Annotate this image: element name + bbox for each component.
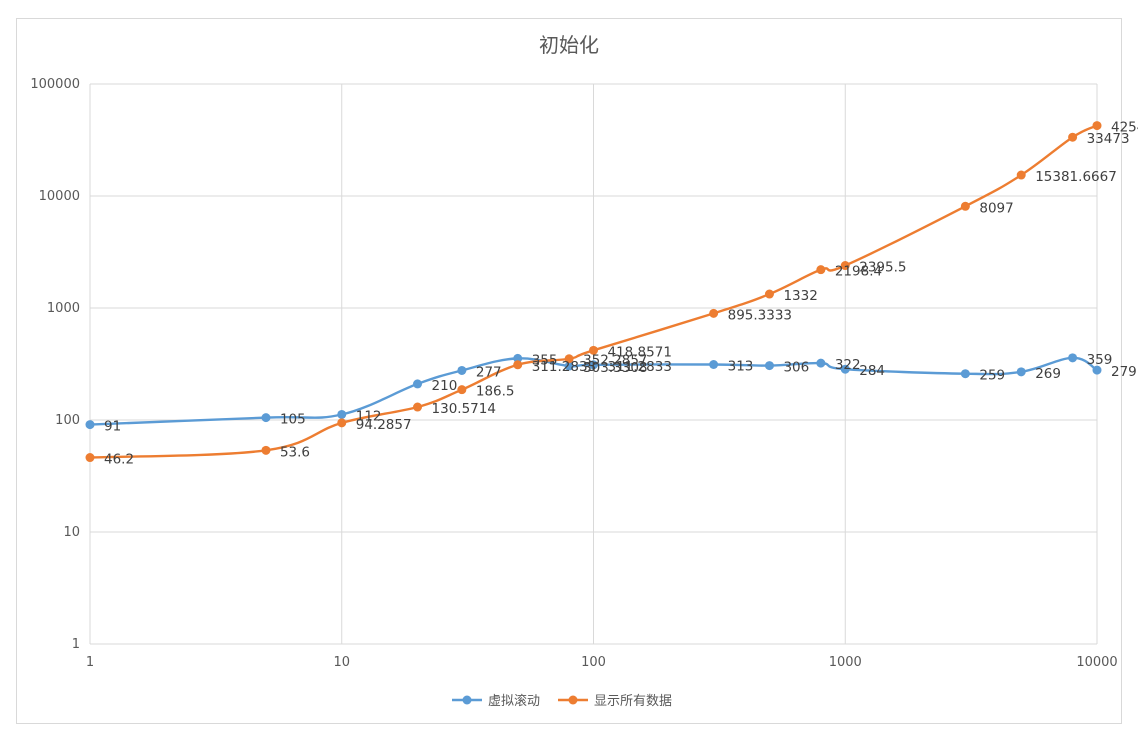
series-2-data-label: 186.5 [476,384,515,400]
series-2-point [513,360,523,370]
series-2-data-label: 53.6 [280,444,310,460]
series-2-point [457,385,467,395]
y-tick-label: 100000 [30,77,80,92]
legend-entry-label: 虚拟滚动 [488,693,540,709]
series-2-data-label: 352.2857 [583,353,647,369]
legend: 虚拟滚动 显示所有数据 [452,693,672,709]
x-tick-label: 1 [86,655,94,670]
series-1-point [1016,367,1026,377]
series-2-point [1092,121,1102,131]
legend-swatch-marker [462,695,472,705]
series-2-point [1068,132,1078,142]
series-1-data-label: 259 [979,368,1005,384]
legend-entry-label: 显示所有数据 [594,694,672,709]
series-2-data-label: 33473 [1087,131,1130,147]
series-1-point [1068,353,1078,363]
series-2-point [1016,170,1026,180]
series-points [85,121,1102,463]
series-2-point [589,345,598,355]
series-1-point [513,353,523,363]
series-1-point [413,379,423,389]
series-2-data-label: 311.2833 [532,359,596,375]
series-1-data-label: 322 [835,357,861,373]
x-tick-label: 10000 [1076,655,1117,670]
series-2-data-label: 42542.5 [1111,120,1138,136]
series-1-point [960,369,970,379]
series-2-data-label: 130.5714 [432,401,496,417]
series-1-point [764,361,774,371]
legend-swatch-marker [568,695,578,705]
series-1-data-label: 210 [432,378,458,394]
x-tick-labels: 1 10 100 1000 10000 [86,655,1118,670]
series-1-point [840,364,850,374]
series-2-point [85,453,95,463]
series-2-point [709,308,719,318]
series-1-point [85,420,95,430]
y-tick-label: 1 [72,637,80,652]
series-1-data-label: 313 [728,358,754,374]
series-2-point [960,201,970,211]
series-1-data-label: 359 [1087,352,1113,368]
series-2-point [840,261,850,271]
series-1-point [457,365,467,375]
series-2-point [564,354,574,364]
series-2-point [261,445,271,455]
series-1-point [261,413,271,423]
series-2-data-label: 94.2857 [356,417,412,433]
series-1-data-label: 311.2833 [608,359,672,375]
series-2-data-label: 15381.6667 [1035,169,1117,185]
x-tick-label: 10 [333,655,350,670]
series-1-data-label: 279 [1111,364,1137,380]
series-2-point [413,402,423,412]
x-tick-label: 1000 [829,655,862,670]
series-2-data-label: 2395.5 [859,260,906,276]
series-1-data-label: 112 [356,408,382,424]
series-1-point [589,360,598,370]
y-tick-label: 1000 [47,301,80,316]
y-tick-labels: 1 10 100 1000 10000 100000 [30,77,80,652]
series-2-data-label: 418.8571 [608,344,672,360]
series-2-data-label: 895.3333 [728,307,792,323]
series-2-point [764,289,774,299]
chart-title: 初始化 [539,33,599,57]
series-1-data-label: 277 [476,364,502,380]
series-1-point [564,361,574,371]
series-1-point [816,358,826,368]
series-2-data-label: 8097 [979,200,1013,216]
series-1-data-label: 284 [859,363,885,379]
series-1-data-label: 91 [104,419,121,435]
series-1-data-label: 355 [532,352,558,368]
y-tick-label: 10000 [39,189,80,204]
series-2-data-label: 46.2 [104,452,134,468]
series-2-data-label: 2198.4 [835,264,882,280]
series-1-data-label: 105 [280,412,306,428]
series-1-point [337,409,347,419]
series-1-data-label: 303.3308 [583,360,647,376]
series-1-point [1092,365,1102,375]
series-1-data-label: 306 [783,360,809,376]
y-tick-label: 100 [55,413,80,428]
chart-frame [16,18,1122,724]
x-tick-label: 100 [581,655,606,670]
series-2-point [337,418,347,428]
series-2-data-label: 1332 [783,288,817,304]
series-2-point [816,265,826,275]
series-1-point [709,359,719,369]
series-1-data-label: 269 [1035,366,1061,382]
y-tick-label: 10 [63,525,80,540]
